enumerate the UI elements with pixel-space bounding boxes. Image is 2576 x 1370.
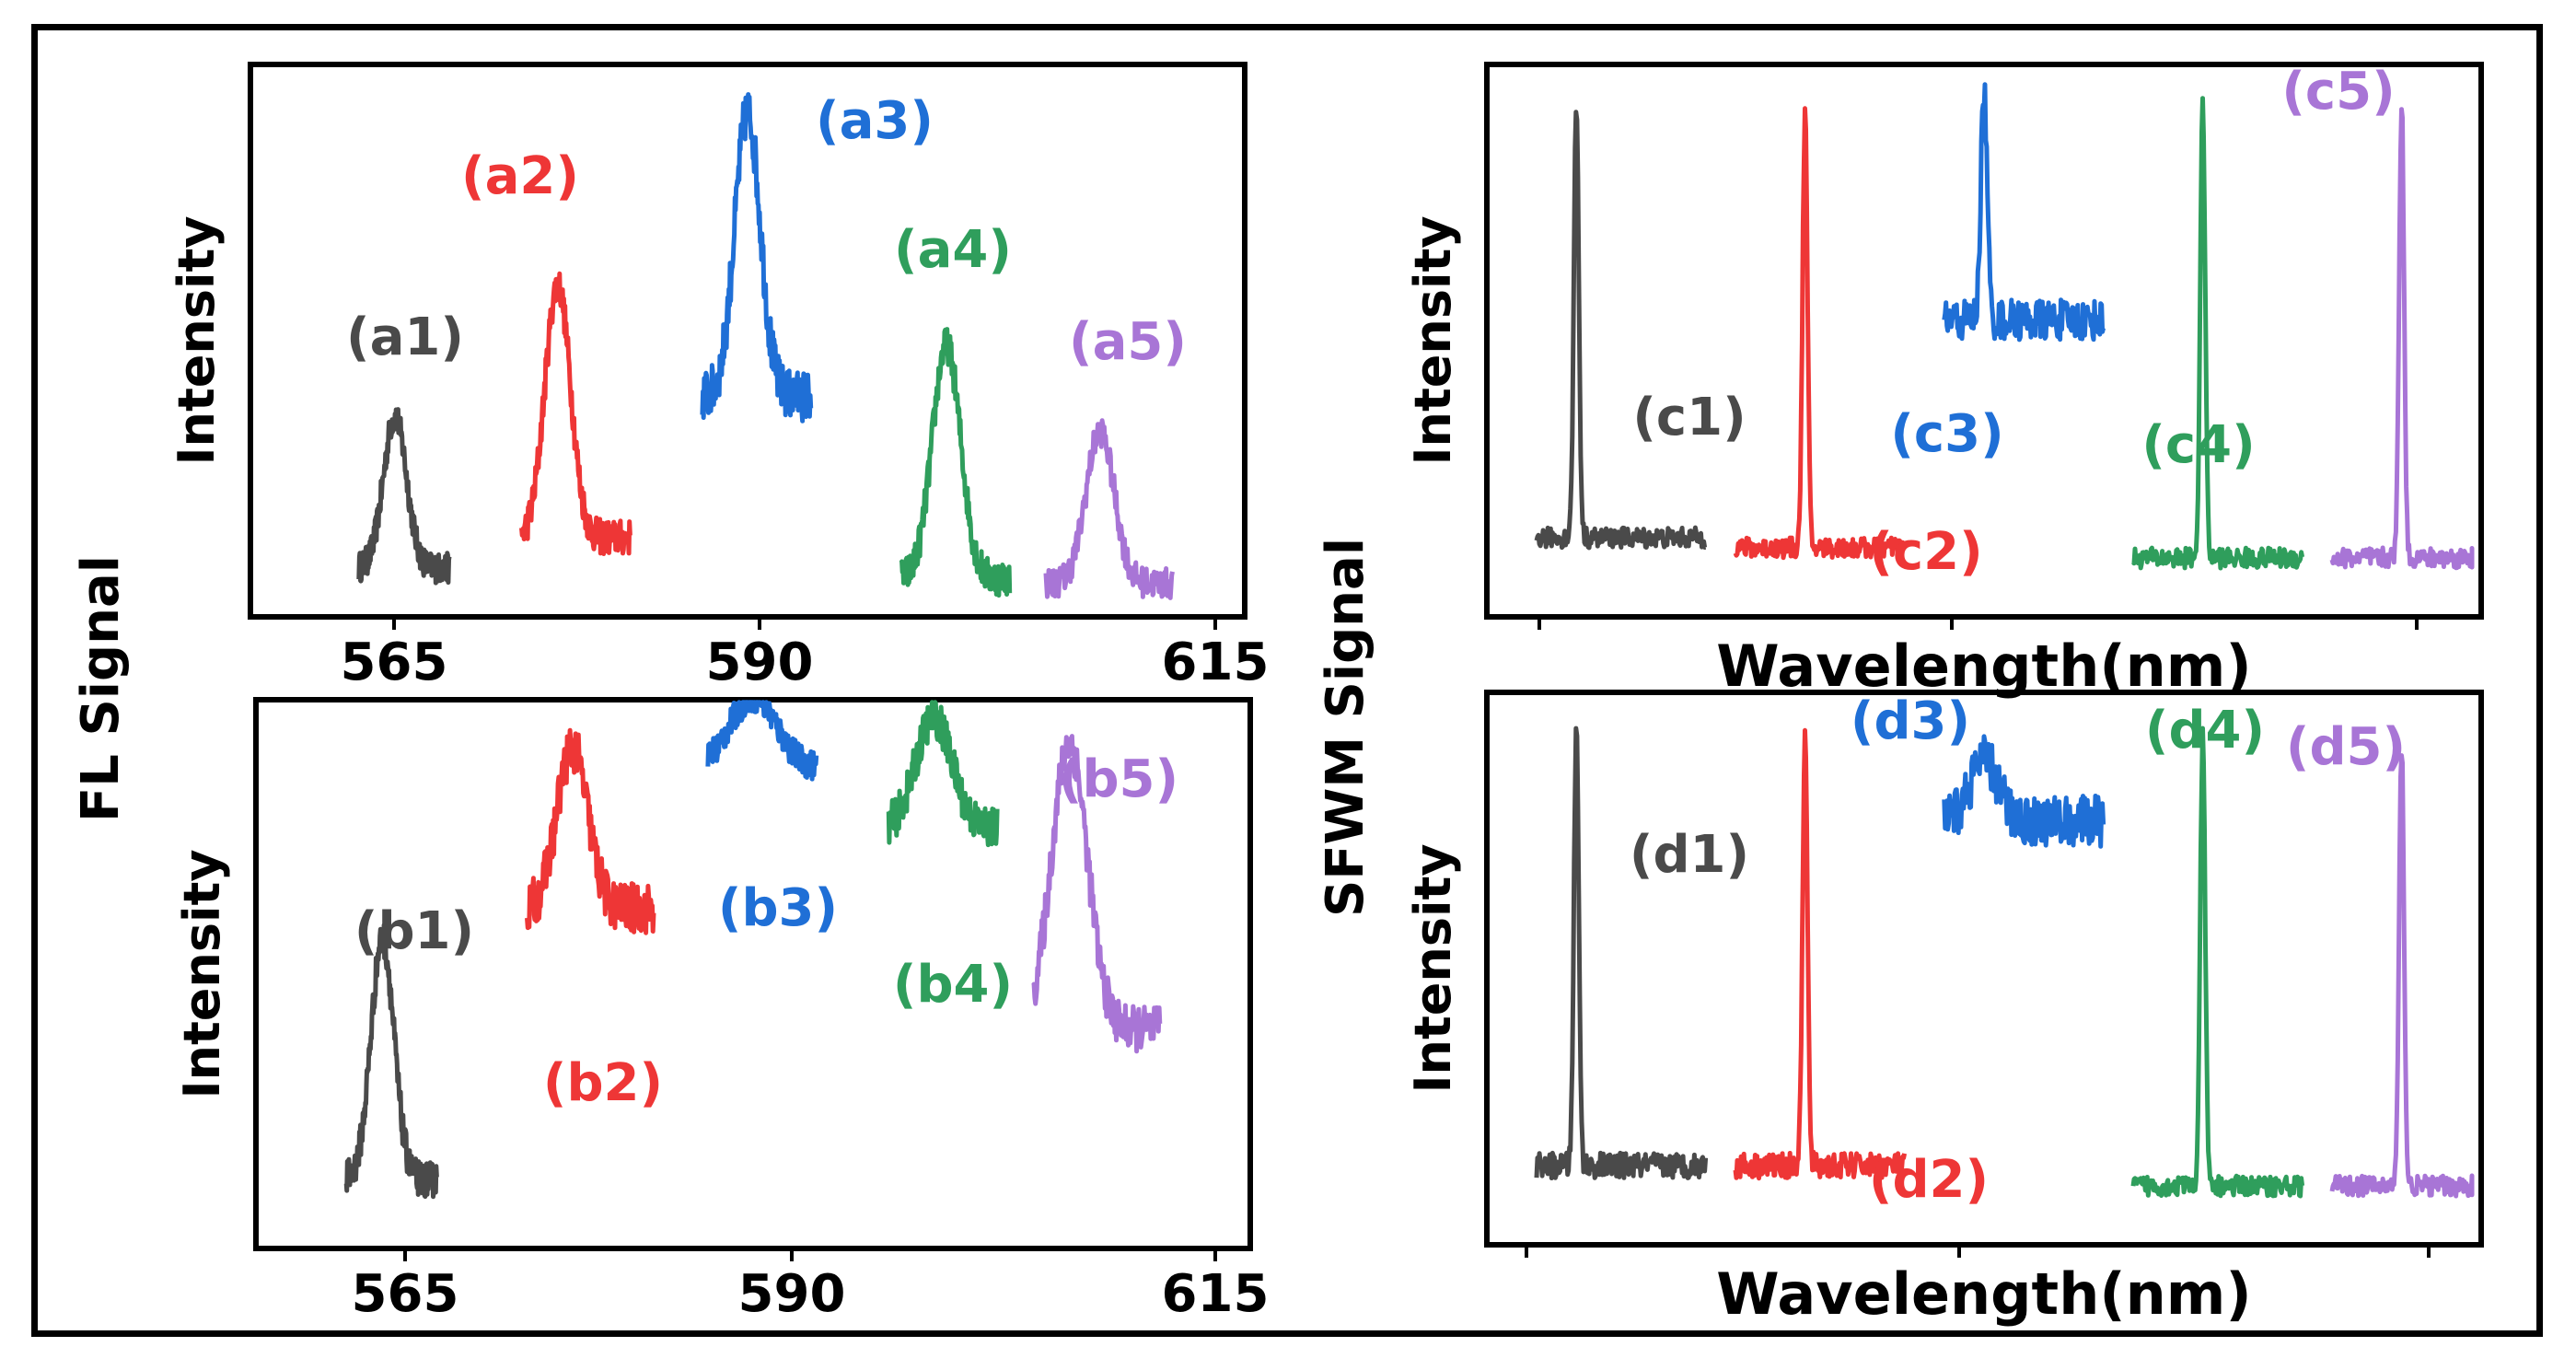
panel-b: Intensity 565 590 615 (b1) (b2) (b3) (b4) (b5) <box>173 697 1270 1324</box>
series-line-a3 <box>700 92 814 424</box>
series-line-d1 <box>1534 726 1709 1180</box>
ylabel-d: Intensity <box>1404 843 1462 1093</box>
ylabel-a: Intensity <box>168 215 226 465</box>
series-line-d2 <box>1733 727 1908 1181</box>
series-line-d3 <box>1942 734 2106 849</box>
series-line-c5 <box>2329 107 2475 571</box>
series-label-d2: (d2) <box>1869 1150 1989 1210</box>
series-label-a2: (a2) <box>461 146 579 206</box>
series-label-c2: (c2) <box>1869 522 1982 582</box>
sfwm-signal-label: SFWM Signal <box>1316 538 1375 917</box>
series-label-a3: (a3) <box>816 91 934 151</box>
series-line-a5 <box>1043 418 1175 600</box>
series-label-b5: (b5) <box>1059 749 1178 809</box>
series-line-a1 <box>356 407 452 586</box>
series-line-b1 <box>343 923 439 1200</box>
ylabel-b: Intensity <box>173 849 231 1098</box>
series-line-c2 <box>1733 106 1907 561</box>
axes-box-d <box>1484 690 2484 1248</box>
axes-box-c <box>1484 62 2484 620</box>
axes-box-b <box>253 697 1253 1251</box>
series-label-a5: (a5) <box>1069 312 1187 372</box>
xlabel-d: Wavelength(nm) <box>1716 1260 2252 1328</box>
series-label-b4: (b4) <box>893 955 1013 1015</box>
series-label-c5: (c5) <box>2281 62 2395 122</box>
xtick-label-b-1: 590 <box>738 1264 846 1324</box>
panel-a: Intensity 565 590 615 (a1) (a2) (a3) (a4) (a5) <box>168 62 1270 692</box>
series-line-a2 <box>519 271 632 556</box>
series-label-d4: (d4) <box>2145 701 2265 760</box>
series-label-d5: (d5) <box>2286 717 2406 777</box>
series-label-b1: (b1) <box>354 901 474 961</box>
series-line-b4 <box>886 700 1000 848</box>
ylabel-c: Intensity <box>1404 215 1462 465</box>
panel-c: Intensity Wavelength(nm) (c1) (c2) (c3) (c4) (… <box>1404 62 2484 700</box>
series-line-b3 <box>705 700 819 782</box>
figure-frame <box>31 24 2543 1337</box>
xtick-label-b-2: 615 <box>1162 1264 1270 1324</box>
xlabel-c: Wavelength(nm) <box>1716 633 2252 700</box>
series-label-d1: (d1) <box>1630 825 1749 885</box>
series-label-d3: (d3) <box>1851 691 1970 751</box>
series-line-c4 <box>2131 96 2305 571</box>
series-label-c4: (c4) <box>2141 415 2255 475</box>
series-label-b3: (b3) <box>718 878 838 938</box>
xtick-label-b-0: 565 <box>352 1264 459 1324</box>
axes-box-a <box>248 62 1247 620</box>
series-label-c3: (c3) <box>1890 404 2003 464</box>
series-label-c1: (c1) <box>1632 388 1746 447</box>
series-line-b5 <box>1031 734 1163 1054</box>
xtick-label-a-0: 565 <box>341 633 448 692</box>
series-line-c1 <box>1534 110 1708 551</box>
series-line-c3 <box>1942 82 2106 342</box>
series-label-b2: (b2) <box>543 1053 663 1113</box>
fl-signal-label: FL Signal <box>71 555 131 822</box>
xtick-label-a-2: 615 <box>1162 633 1270 692</box>
series-line-b2 <box>525 727 656 935</box>
panel-d: Intensity Wavelength(nm) (d1) (d2) (d3) (d4) (… <box>1404 690 2484 1328</box>
series-label-a1: (a1) <box>346 308 464 367</box>
series-line-d5 <box>2329 753 2475 1199</box>
series-line-d4 <box>2130 726 2305 1199</box>
xtick-label-a-1: 590 <box>706 633 814 692</box>
series-label-a4: (a4) <box>894 220 1012 280</box>
series-line-a4 <box>899 327 1013 598</box>
